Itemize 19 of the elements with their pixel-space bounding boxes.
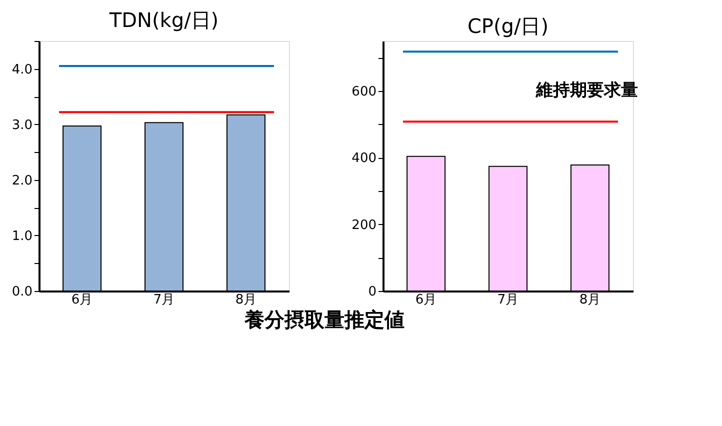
y-tick-label: 0.0 [12, 284, 32, 300]
chart-title: CP(g/日) [467, 14, 549, 38]
y-tick-label: 3.0 [12, 118, 32, 133]
x-tick-label: 8月 [235, 292, 257, 308]
y-tick-label: 400 [352, 151, 376, 166]
x-tick-label: 6月 [415, 292, 437, 308]
ref-line-label: 維持期要求量 [535, 80, 638, 101]
y-tick-label: 1.0 [12, 228, 32, 244]
y-tick-label: 200 [352, 218, 376, 233]
chart-title: TDN(kg/日) [108, 8, 219, 32]
x-tick-label: 7月 [153, 292, 175, 308]
x-tick-label: 6月 [71, 292, 93, 308]
y-tick-label: 2.0 [12, 173, 32, 188]
x-tick-label: 7月 [497, 292, 519, 308]
y-tick-label: 600 [352, 84, 376, 100]
text: 養分摂取量推定値 [244, 308, 405, 332]
y-tick-label: 4.0 [12, 62, 32, 78]
y-tick-label: 0 [368, 284, 376, 300]
x-tick-label: 8月 [579, 292, 601, 308]
